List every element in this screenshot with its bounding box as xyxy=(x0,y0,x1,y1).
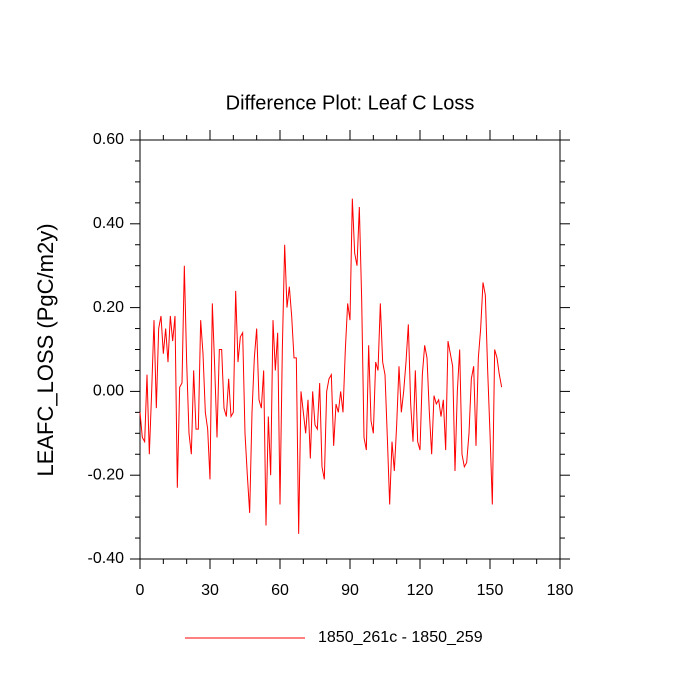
legend-label: 1850_261c - 1850_259 xyxy=(318,629,483,646)
y-tick-label: 0.20 xyxy=(93,299,124,316)
y-tick-label: 0.40 xyxy=(93,215,124,232)
x-tick-label: 60 xyxy=(271,582,289,599)
y-tick-label: -0.20 xyxy=(88,466,125,483)
chart-title: Difference Plot: Leaf C Loss xyxy=(226,92,475,114)
x-tick-label: 180 xyxy=(547,582,574,599)
x-tick-label: 120 xyxy=(407,582,434,599)
x-tick-label: 90 xyxy=(341,582,359,599)
y-tick-label: 0.00 xyxy=(93,383,124,400)
x-tick-label: 0 xyxy=(136,582,145,599)
y-tick-label: -0.40 xyxy=(88,550,125,567)
x-tick-label: 30 xyxy=(201,582,219,599)
x-tick-label: 150 xyxy=(477,582,504,599)
data-line xyxy=(139,198,503,534)
y-tick-label: 0.60 xyxy=(93,131,124,148)
y-axis-label: LEAFC_LOSS (PgC/m2y) xyxy=(33,223,58,476)
